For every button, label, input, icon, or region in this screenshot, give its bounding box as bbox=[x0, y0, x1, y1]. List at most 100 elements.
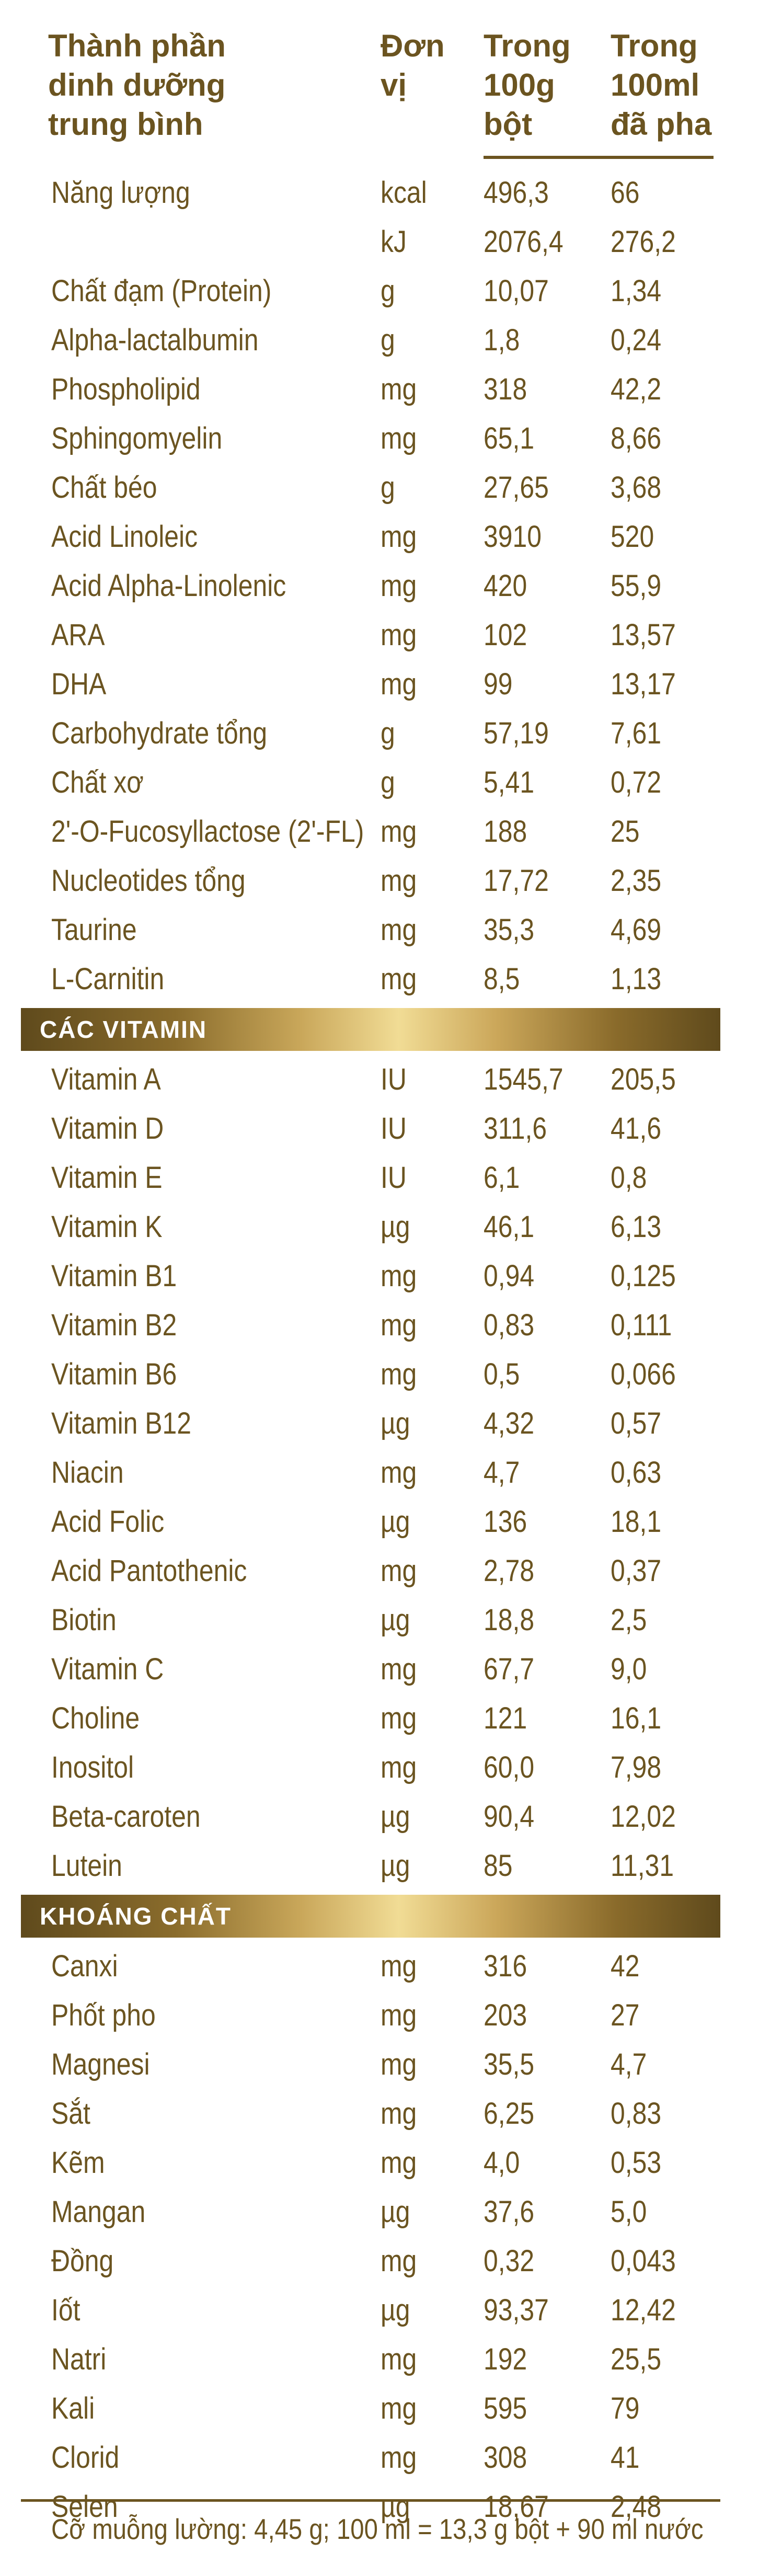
value-per-100g: 4,0 bbox=[484, 2146, 520, 2180]
header-line: Thành phần bbox=[48, 28, 226, 63]
nutrient-unit: g bbox=[381, 274, 395, 308]
nutrient-name: Inositol bbox=[51, 1750, 134, 1784]
nutrient-name: Carbohydrate tổng bbox=[51, 716, 268, 750]
table-row: Inositol mg 60,0 7,98 bbox=[0, 1743, 759, 1792]
header-line: dinh dưỡng bbox=[48, 67, 226, 102]
value-per-100g: 99 bbox=[484, 667, 513, 701]
nutrient-unit: g bbox=[381, 765, 395, 799]
value-per-100ml: 205,5 bbox=[611, 1062, 676, 1096]
value-per-100g: 90,4 bbox=[484, 1800, 535, 1834]
value-per-100g: 136 bbox=[484, 1505, 527, 1539]
table-row: Mangan µg 37,6 5,0 bbox=[0, 2188, 759, 2237]
table-row: Phospholipid mg 318 42,2 bbox=[0, 365, 759, 414]
value-per-100g: 311,6 bbox=[484, 1112, 547, 1146]
nutrient-unit: µg bbox=[381, 1406, 410, 1440]
table-row: Vitamin B1 mg 0,94 0,125 bbox=[0, 1252, 759, 1301]
nutrient-unit: mg bbox=[381, 864, 417, 898]
nutrient-name: Phospholipid bbox=[51, 372, 201, 406]
table-row: Kẽm mg 4,0 0,53 bbox=[0, 2138, 759, 2188]
value-per-100g: 27,65 bbox=[484, 471, 549, 505]
table-row: Vitamin D IU 311,6 41,6 bbox=[0, 1104, 759, 1153]
table-row: ARA mg 102 13,57 bbox=[0, 611, 759, 660]
value-per-100ml: 27 bbox=[611, 1998, 640, 2032]
table-row: Năng lượng kcal 496,3 66 bbox=[0, 168, 759, 217]
value-per-100g: 595 bbox=[484, 2391, 527, 2425]
nutrient-name: Năng lượng bbox=[51, 176, 190, 210]
nutrient-unit: mg bbox=[381, 1701, 417, 1735]
value-per-100g: 0,94 bbox=[484, 1259, 535, 1293]
nutrient-name: Chất đạm (Protein) bbox=[51, 274, 272, 308]
nutrient-name: Selen bbox=[51, 2490, 118, 2524]
nutrient-unit: mg bbox=[381, 2441, 417, 2475]
value-per-100g: 17,72 bbox=[484, 864, 549, 898]
table-row: Chất xơ g 5,41 0,72 bbox=[0, 758, 759, 807]
value-per-100g: 0,5 bbox=[484, 1357, 520, 1391]
value-per-100g: 60,0 bbox=[484, 1750, 535, 1784]
value-per-100ml: 12,02 bbox=[611, 1800, 676, 1834]
value-per-100g: 2076,4 bbox=[484, 225, 564, 259]
section-header: CÁC VITAMIN bbox=[21, 1008, 720, 1051]
header-line: vị bbox=[381, 67, 407, 102]
value-per-100ml: 79 bbox=[611, 2391, 640, 2425]
nutrient-unit: mg bbox=[381, 1456, 417, 1490]
header-line: Trong bbox=[611, 28, 698, 63]
table-row: Natri mg 192 25,5 bbox=[0, 2335, 759, 2384]
nutrient-unit: g bbox=[381, 323, 395, 357]
table-row: Alpha-lactalbumin g 1,8 0,24 bbox=[0, 316, 759, 365]
value-per-100ml: 1,13 bbox=[611, 962, 662, 996]
header-divider bbox=[484, 156, 714, 159]
nutrient-name: Nucleotides tổng bbox=[51, 864, 246, 898]
value-per-100g: 8,5 bbox=[484, 962, 520, 996]
table-row: Vitamin B12 µg 4,32 0,57 bbox=[0, 1399, 759, 1448]
table-row: Sphingomyelin mg 65,1 8,66 bbox=[0, 414, 759, 463]
nutrient-unit: µg bbox=[381, 1505, 410, 1539]
nutrient-name: Vitamin B12 bbox=[51, 1406, 192, 1440]
nutrient-name: Vitamin A bbox=[51, 1062, 161, 1096]
value-per-100ml: 55,9 bbox=[611, 569, 662, 603]
value-per-100g: 6,1 bbox=[484, 1161, 520, 1195]
value-per-100ml: 25 bbox=[611, 815, 640, 849]
value-per-100ml: 7,98 bbox=[611, 1750, 662, 1784]
nutrient-name: Biotin bbox=[51, 1603, 117, 1637]
header-line: trung bình bbox=[48, 107, 203, 142]
value-per-100g: 2,78 bbox=[484, 1554, 535, 1588]
value-per-100g: 46,1 bbox=[484, 1210, 535, 1244]
table-row: Vitamin C mg 67,7 9,0 bbox=[0, 1645, 759, 1694]
value-per-100g: 35,3 bbox=[484, 913, 535, 947]
table-row: Iốt µg 93,37 12,42 bbox=[0, 2286, 759, 2335]
value-per-100ml: 25,5 bbox=[611, 2342, 662, 2376]
nutrient-name: Acid Pantothenic bbox=[51, 1554, 247, 1588]
value-per-100ml: 276,2 bbox=[611, 225, 676, 259]
nutrient-unit: mg bbox=[381, 372, 417, 406]
value-per-100ml: 0,63 bbox=[611, 1456, 662, 1490]
nutrient-unit: mg bbox=[381, 2047, 417, 2081]
nutrient-unit: mg bbox=[381, 2391, 417, 2425]
header-line: bột bbox=[484, 107, 533, 142]
table-row: Beta-caroten µg 90,4 12,02 bbox=[0, 1792, 759, 1841]
nutrient-unit: mg bbox=[381, 1949, 417, 1983]
nutrient-unit: µg bbox=[381, 1849, 410, 1883]
table-row: Acid Pantothenic mg 2,78 0,37 bbox=[0, 1547, 759, 1596]
nutrient-unit: mg bbox=[381, 1357, 417, 1391]
value-per-100ml: 8,66 bbox=[611, 421, 662, 455]
nutrient-name: Chất xơ bbox=[51, 765, 144, 799]
nutrient-unit: kcal bbox=[381, 176, 427, 210]
table-row: Nucleotides tổng mg 17,72 2,35 bbox=[0, 856, 759, 906]
header-nutrient: Thành phần dinh dưỡng trung bình bbox=[48, 26, 226, 167]
nutrient-unit: mg bbox=[381, 815, 417, 849]
value-per-100ml: 16,1 bbox=[611, 1701, 662, 1735]
value-per-100ml: 0,53 bbox=[611, 2146, 662, 2180]
nutrient-name: DHA bbox=[51, 667, 107, 701]
section-title: KHOÁNG CHẤT bbox=[40, 1903, 232, 1930]
table-row: Clorid mg 308 41 bbox=[0, 2433, 759, 2482]
value-per-100g: 192 bbox=[484, 2342, 527, 2376]
nutrient-unit: mg bbox=[381, 962, 417, 996]
table-row: Phốt pho mg 203 27 bbox=[0, 1991, 759, 2040]
footer-divider bbox=[21, 2499, 720, 2502]
value-per-100ml: 18,1 bbox=[611, 1505, 662, 1539]
nutrient-unit: g bbox=[381, 716, 395, 750]
value-per-100ml: 3,68 bbox=[611, 471, 662, 505]
table-row: Sắt mg 6,25 0,83 bbox=[0, 2089, 759, 2138]
nutrient-name: Magnesi bbox=[51, 2047, 150, 2081]
value-per-100g: 420 bbox=[484, 569, 527, 603]
